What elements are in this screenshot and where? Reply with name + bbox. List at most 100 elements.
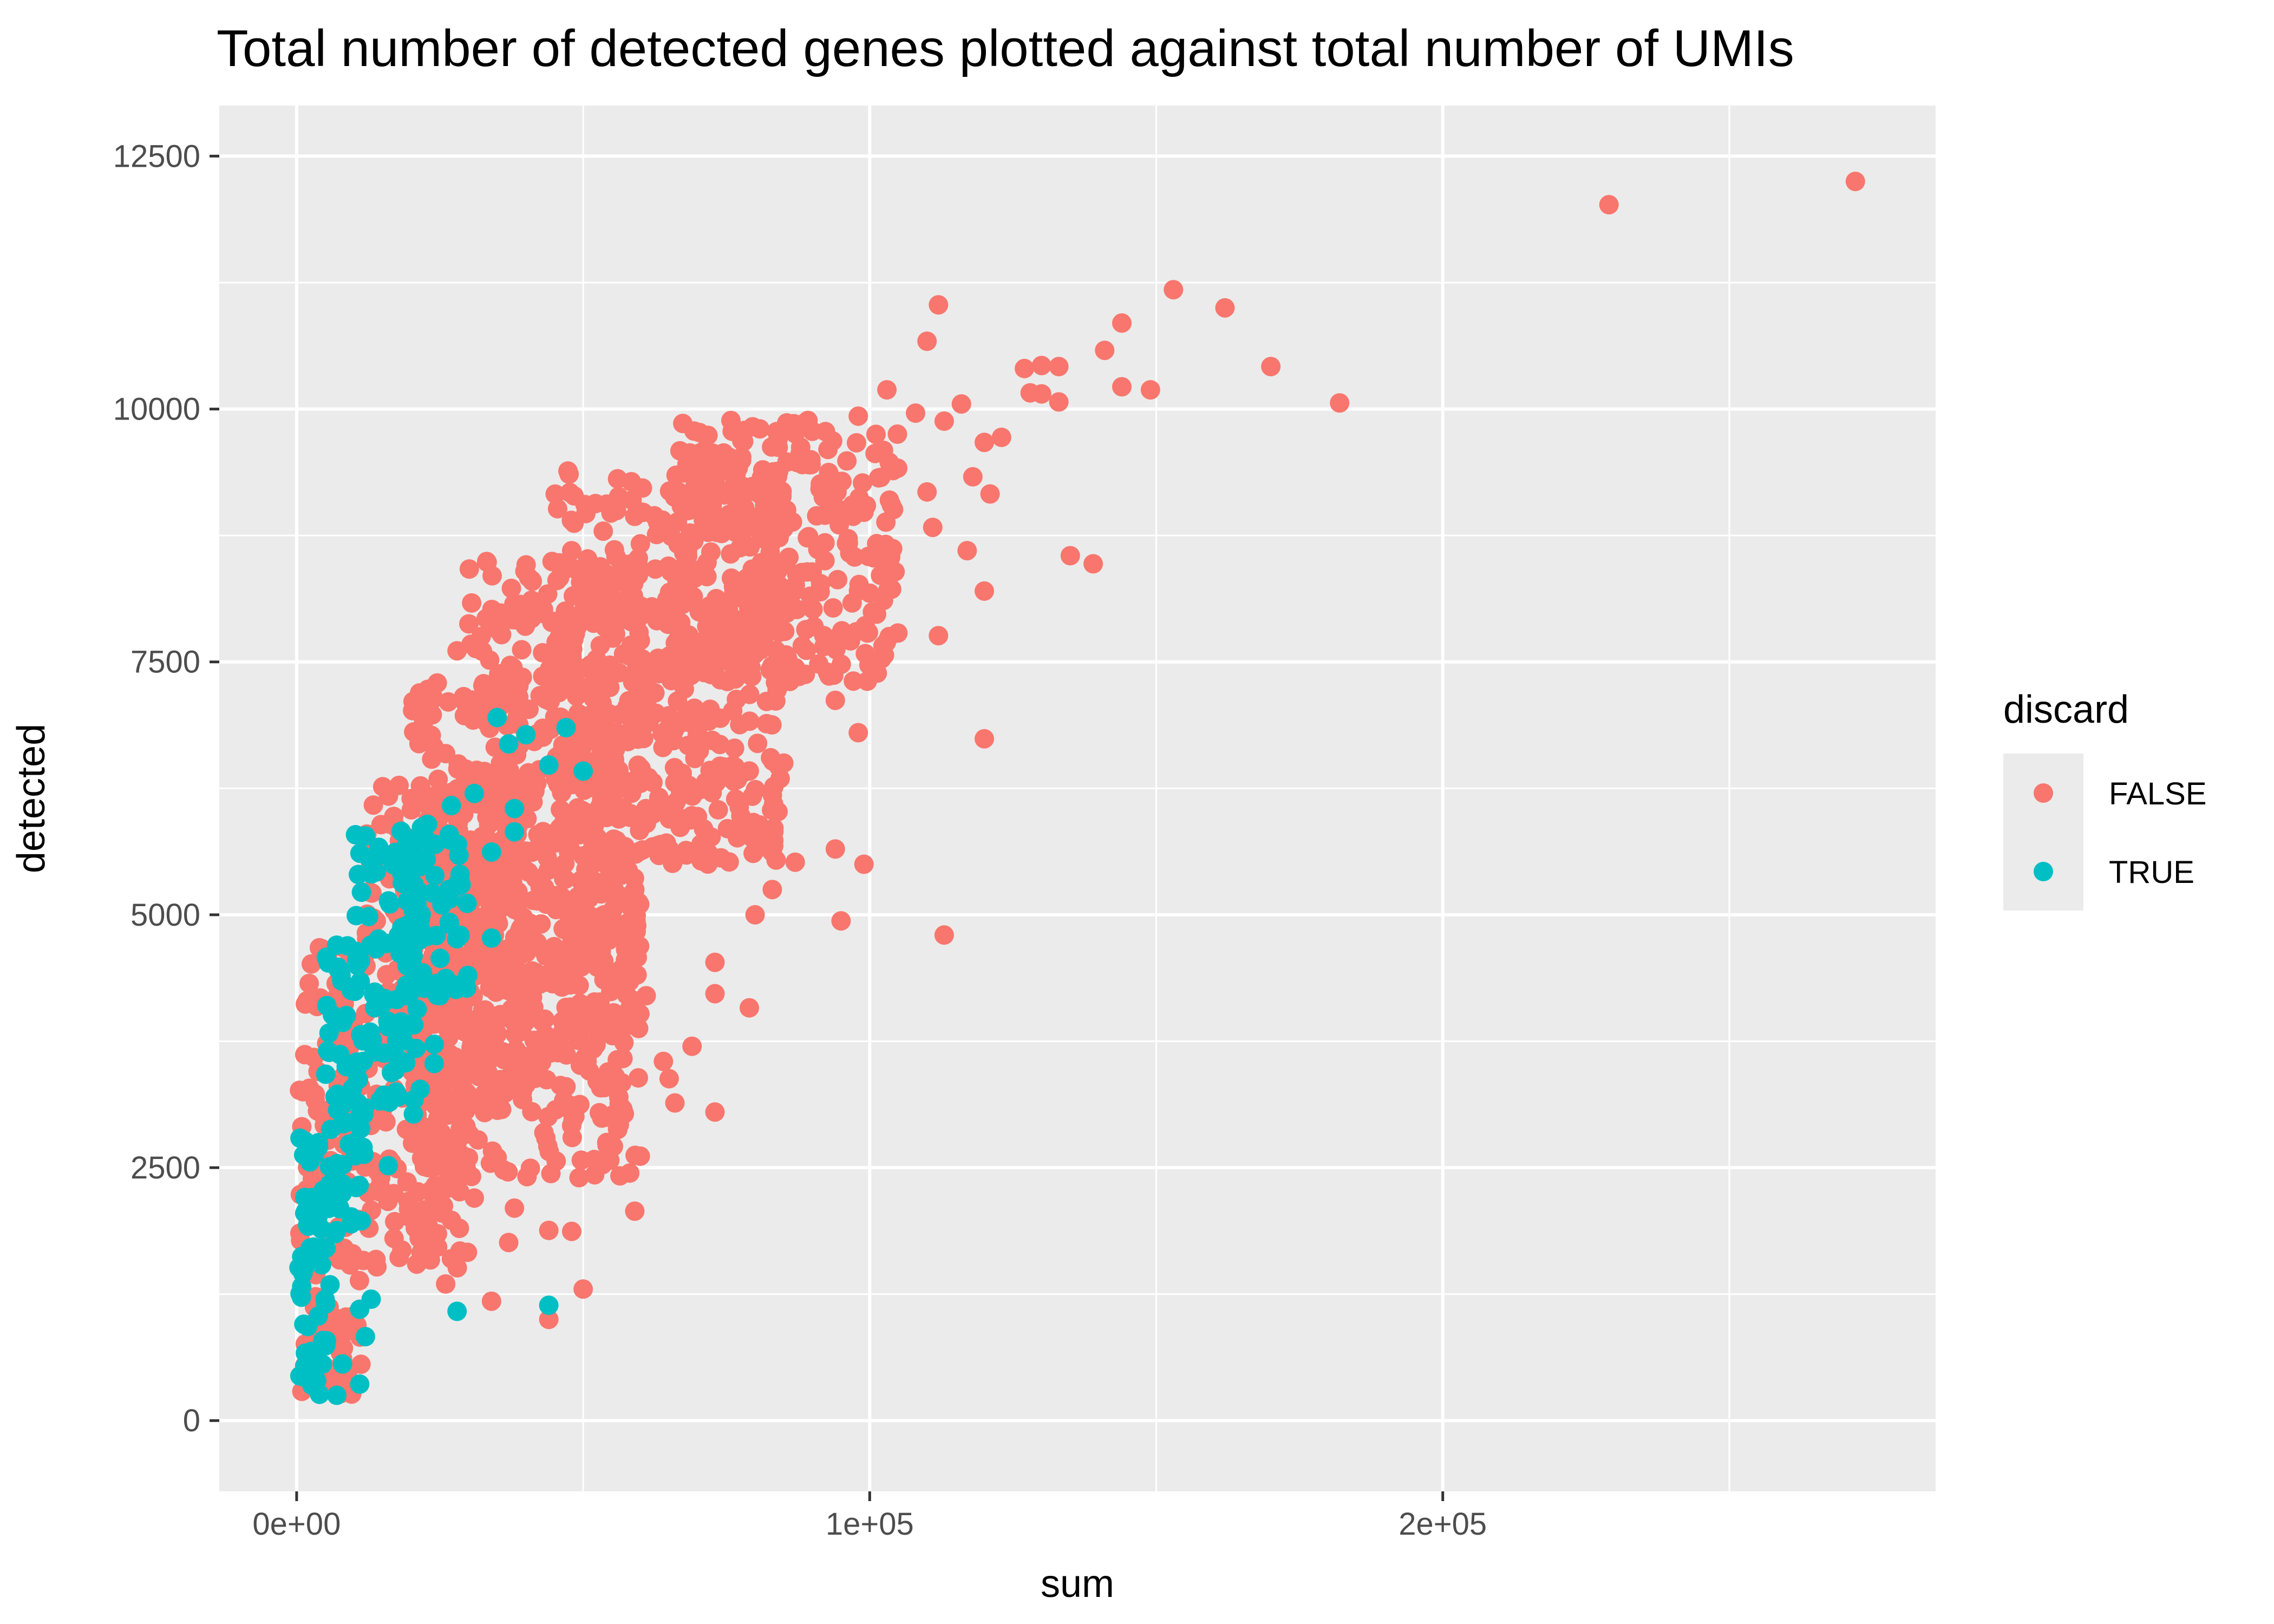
data-point [957, 541, 977, 561]
data-point [561, 1221, 581, 1241]
data-point-cluster [501, 578, 521, 598]
data-point-cluster [811, 474, 831, 494]
data-point-cluster [339, 1134, 360, 1154]
data-point [1083, 554, 1103, 574]
data-point [671, 783, 690, 803]
data-point-cluster [349, 1175, 369, 1195]
data-point [1140, 380, 1160, 400]
data-point [539, 755, 559, 775]
data-point-cluster [462, 593, 482, 613]
data-point-cluster [632, 649, 652, 669]
data-point-cluster [629, 548, 648, 568]
data-point-cluster [388, 926, 408, 946]
data-point-cluster [561, 510, 581, 531]
data-point-cluster [746, 510, 766, 531]
data-point-cluster [888, 623, 908, 643]
data-point-cluster [538, 1107, 558, 1127]
data-point [740, 998, 759, 1018]
data-point-cluster [349, 1271, 369, 1291]
data-point [481, 928, 501, 948]
data-point-cluster [522, 1102, 542, 1122]
data-point-cluster [721, 544, 741, 564]
data-point-cluster [715, 651, 735, 671]
data-point-cluster [378, 891, 398, 911]
data-point-cluster [615, 704, 635, 724]
data-point-cluster [296, 1201, 316, 1221]
data-point-cluster [401, 937, 421, 957]
data-point-cluster [439, 824, 459, 844]
data-point-cluster [625, 880, 645, 900]
data-point [481, 842, 501, 862]
data-point-cluster [832, 472, 852, 492]
data-point-cluster [517, 942, 537, 962]
data-point-cluster [536, 946, 556, 966]
data-point [430, 887, 450, 907]
data-point-cluster [796, 620, 816, 640]
data-point-cluster [501, 670, 520, 690]
data-point-cluster [777, 452, 797, 472]
data-point-cluster [518, 924, 537, 944]
data-point [1112, 377, 1132, 397]
data-point-cluster [293, 1082, 313, 1102]
data-point [762, 880, 782, 900]
data-point-cluster [594, 574, 614, 594]
data-point-cluster [622, 490, 642, 510]
data-point-cluster [671, 613, 691, 633]
chart-title: Total number of detected genes plotted a… [217, 19, 1794, 77]
data-point-cluster [363, 795, 383, 815]
data-point [539, 1220, 559, 1240]
data-point-cluster [742, 786, 762, 806]
data-point-cluster [487, 1006, 506, 1026]
data-point-cluster [384, 1184, 404, 1203]
data-point [505, 798, 525, 818]
data-point-cluster [837, 451, 857, 471]
data-point-cluster [428, 769, 448, 789]
data-point-cluster [404, 1090, 424, 1110]
data-point [447, 1301, 467, 1321]
data-point-cluster [290, 1366, 310, 1386]
data-point-cluster [422, 787, 442, 807]
data-point [785, 852, 805, 872]
x-tick-label: 1e+05 [826, 1507, 914, 1542]
data-point-cluster [411, 1242, 431, 1262]
data-point [545, 612, 565, 631]
data-point-cluster [416, 849, 436, 869]
data-point-cluster [566, 686, 586, 706]
data-point [1095, 340, 1115, 361]
data-point-cluster [318, 1041, 338, 1061]
data-point [665, 1093, 685, 1113]
data-point-cluster [654, 801, 674, 821]
data-point-cluster [583, 689, 603, 708]
data-point-cluster [866, 424, 886, 444]
data-point-cluster [467, 1010, 487, 1029]
data-point [1164, 280, 1184, 300]
data-point-cluster [437, 1105, 458, 1125]
data-point-cluster [643, 837, 663, 857]
data-point [768, 802, 788, 822]
data-point [659, 839, 679, 859]
data-point-cluster [332, 971, 352, 991]
x-tick-label: 2e+05 [1399, 1507, 1487, 1542]
data-point [1049, 392, 1069, 412]
data-point-cluster [537, 848, 557, 868]
data-point-cluster [873, 636, 893, 656]
data-point-cluster [486, 865, 506, 885]
data-point-cluster [636, 814, 656, 833]
data-point-cluster [358, 907, 378, 926]
data-point-cluster [563, 639, 583, 659]
data-point-cluster [612, 1073, 632, 1093]
data-point-cluster [594, 951, 614, 971]
data-point-cluster [353, 1031, 373, 1051]
data-point-cluster [536, 1128, 556, 1148]
data-point-cluster [559, 745, 579, 765]
data-point-cluster [671, 814, 691, 833]
data-point [929, 626, 949, 646]
data-point-cluster [689, 727, 709, 747]
data-point-cluster [706, 601, 726, 621]
data-point-cluster [391, 1024, 411, 1044]
data-point-cluster [630, 1004, 650, 1024]
data-point [751, 640, 771, 660]
data-point-cluster [628, 716, 648, 736]
data-point [378, 1156, 398, 1176]
data-point-cluster [354, 1144, 374, 1164]
